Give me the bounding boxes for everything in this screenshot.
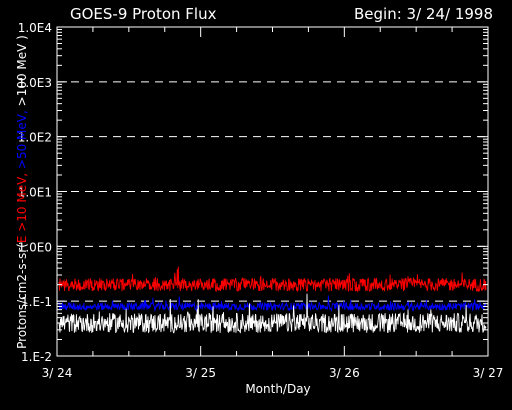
y-axis-label-part: >100 MeV ) bbox=[15, 35, 29, 106]
y-axis-label: Protons/cm2-s-sr(E >10 MeV, >50 MeV, >10… bbox=[15, 35, 29, 349]
series-line-2 bbox=[58, 293, 487, 334]
y-axis-label-part: E >10 MeV, bbox=[15, 169, 29, 243]
chart-title: GOES-9 Proton Flux bbox=[70, 5, 217, 23]
y-tick-label: 1.0E1 bbox=[18, 186, 52, 200]
y-tick-labels: 1.0E4 1.0E3 1.0E2 1.0E1 1.0E0 1.E-1 1.E-2 bbox=[18, 21, 52, 364]
data-series bbox=[58, 266, 487, 334]
series-line-0 bbox=[58, 266, 487, 293]
x-tick-label: 3/ 26 bbox=[329, 366, 360, 380]
series-line-1 bbox=[58, 295, 487, 313]
y-tick-label: 1.0E3 bbox=[18, 76, 52, 90]
y-tick-label: 1.E-1 bbox=[21, 295, 52, 309]
y-axis-label-part: >50 MeV, bbox=[15, 106, 29, 169]
y-axis-label-part: Protons/cm2-s-sr( bbox=[15, 243, 29, 349]
begin-date-label: Begin: 3/ 24/ 1998 bbox=[354, 5, 493, 23]
y-tick-label: 1.0E0 bbox=[18, 240, 52, 254]
x-tick-label: 3/ 24 bbox=[42, 366, 73, 380]
plot-frame bbox=[56, 26, 489, 357]
x-tick-label: 3/ 25 bbox=[185, 366, 216, 380]
x-tick-label: 3/ 27 bbox=[473, 366, 504, 380]
x-axis-label: Month/Day bbox=[245, 382, 310, 396]
x-tick-labels: 3/ 24 3/ 25 3/ 26 3/ 27 bbox=[42, 366, 504, 380]
y-tick-label: 1.0E2 bbox=[18, 131, 52, 145]
y-tick-label: 1.0E4 bbox=[18, 21, 52, 35]
y-tick-label: 1.E-2 bbox=[21, 350, 52, 364]
grid-lines bbox=[57, 81, 488, 302]
